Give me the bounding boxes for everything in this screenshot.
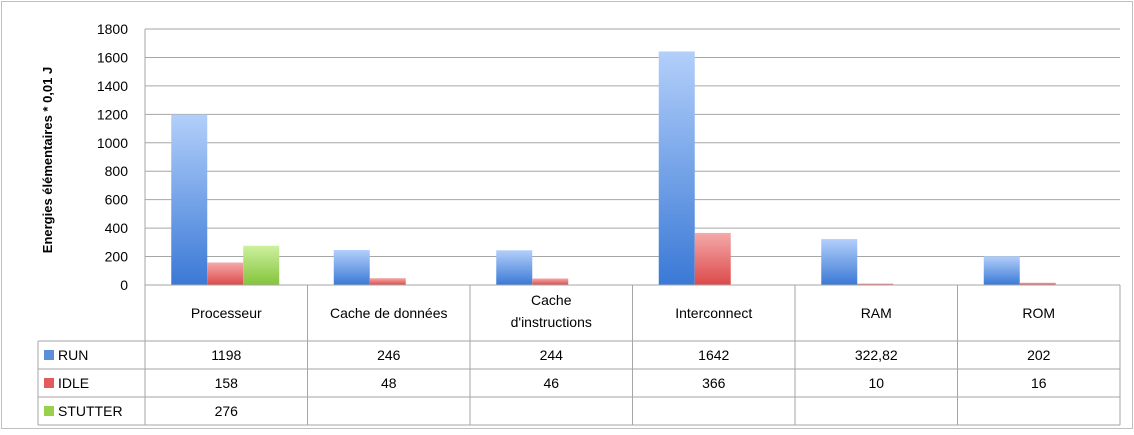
y-tick-label: 1400: [97, 78, 128, 94]
category-label: Interconnect: [675, 305, 752, 321]
bar-run: [171, 114, 208, 286]
bar-run: [658, 51, 695, 285]
legend-label: STUTTER: [58, 403, 123, 419]
legend-label: IDLE: [58, 375, 89, 391]
bar-run: [821, 239, 858, 285]
legend-swatch-run: [44, 350, 54, 360]
data-label: 276: [215, 403, 239, 419]
bar-idle: [532, 278, 569, 285]
category-label: RAM: [861, 305, 892, 321]
category-label: Cache d'instructions: [511, 292, 592, 330]
bar-idle: [857, 283, 894, 285]
bar-idle: [369, 278, 406, 285]
y-tick-labels: 0 200 400 600 800 1000 1200 1400 1600 1800: [97, 21, 128, 293]
bar-run: [496, 250, 533, 285]
data-label: 366: [702, 375, 726, 391]
data-label: 322,82: [855, 347, 898, 363]
data-label: 16: [1031, 375, 1047, 391]
data-label: 1198: [211, 347, 241, 363]
data-table: Processeur Cache de données Cache d'instruc…: [37, 284, 1121, 426]
data-label: 246: [377, 347, 401, 363]
data-label: 1642: [698, 347, 729, 363]
data-label: 202: [1027, 347, 1051, 363]
legend-label: RUN: [58, 347, 88, 363]
data-label: 244: [540, 347, 564, 363]
legend-swatch-stutter: [44, 406, 54, 416]
bars: [171, 51, 1056, 286]
y-tick-label: 800: [105, 163, 129, 179]
category-label: Processeur: [191, 305, 262, 321]
bar-idle: [207, 262, 244, 285]
bar-run: [333, 250, 370, 285]
legend-swatch-idle: [44, 378, 54, 388]
y-axis-title: Energies élémentaires * 0,01 J: [40, 67, 55, 253]
y-tick-label: 600: [105, 192, 129, 208]
y-tick-label: 200: [105, 249, 129, 265]
bar-idle: [1019, 282, 1056, 285]
y-tick-label: 1600: [97, 49, 128, 65]
bar-run: [983, 256, 1020, 285]
y-tick-label: 0: [120, 277, 128, 293]
y-tick-label: 1200: [97, 106, 128, 122]
bar-idle: [694, 232, 731, 285]
data-label: 158: [215, 375, 239, 391]
y-tick-label: 400: [105, 220, 129, 236]
data-label: 48: [381, 375, 397, 391]
gridlines: [144, 28, 1120, 286]
data-label: 10: [868, 375, 884, 391]
data-label: 46: [543, 375, 559, 391]
category-label: ROM: [1022, 305, 1055, 321]
bar-stutter: [243, 245, 280, 285]
y-tick-label: 1800: [97, 21, 128, 37]
category-label: Cache de données: [330, 305, 448, 321]
y-tick-label: 1000: [97, 135, 128, 151]
